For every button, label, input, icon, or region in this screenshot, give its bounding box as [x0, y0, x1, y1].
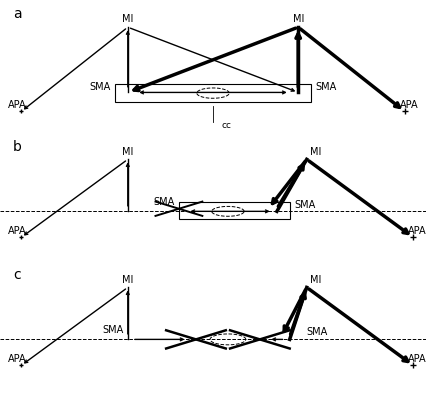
- Bar: [115, 84, 311, 102]
- Text: APA: APA: [8, 354, 26, 364]
- Text: APA: APA: [8, 226, 26, 236]
- Text: a: a: [13, 7, 21, 21]
- Text: SMA: SMA: [315, 82, 337, 92]
- Text: APA: APA: [408, 354, 426, 364]
- Text: b: b: [13, 140, 22, 154]
- Text: MI: MI: [122, 275, 133, 284]
- Text: APA: APA: [408, 226, 426, 236]
- Text: c: c: [13, 268, 20, 282]
- Text: APA: APA: [400, 100, 418, 110]
- Text: SMA: SMA: [294, 200, 315, 210]
- Text: SMA: SMA: [89, 82, 111, 92]
- Text: MI: MI: [310, 275, 321, 284]
- Text: APA: APA: [8, 100, 26, 110]
- Text: MI: MI: [293, 14, 304, 24]
- Bar: [179, 202, 290, 219]
- Text: SMA: SMA: [102, 325, 124, 335]
- Text: SMA: SMA: [153, 197, 175, 207]
- Text: SMA: SMA: [307, 327, 328, 336]
- Text: MI: MI: [122, 147, 133, 156]
- Text: cc: cc: [222, 121, 231, 130]
- Text: MI: MI: [122, 14, 133, 24]
- Text: MI: MI: [310, 147, 321, 156]
